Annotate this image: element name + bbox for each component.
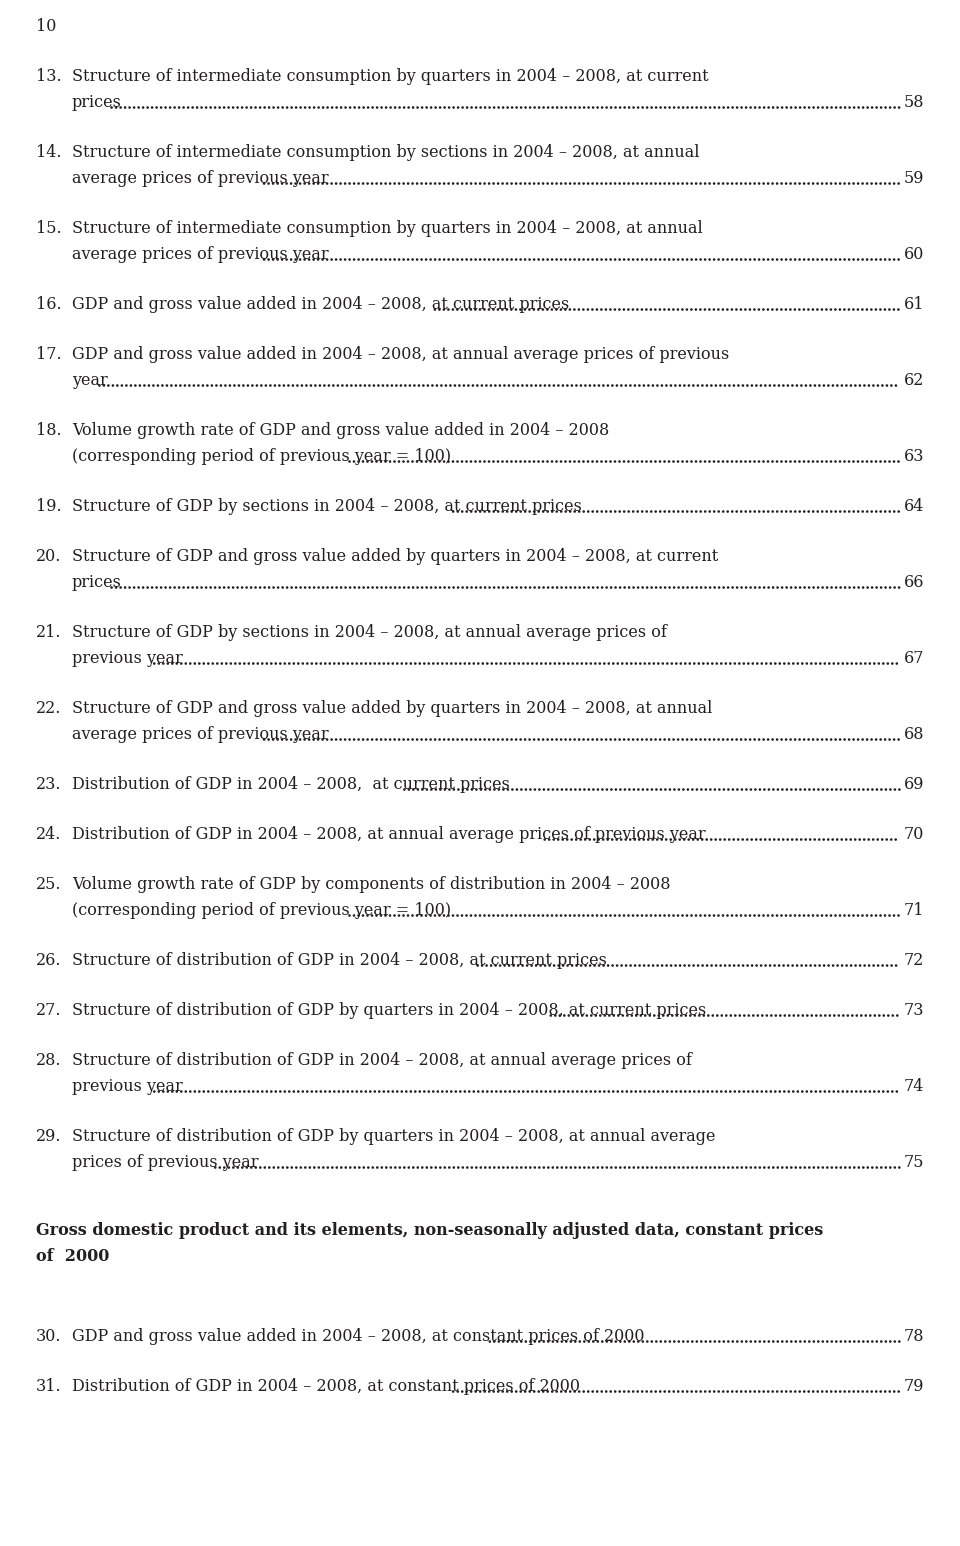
Text: 60: 60 (903, 246, 924, 263)
Text: Structure of distribution of GDP by quarters in 2004 – 2008, at annual average: Structure of distribution of GDP by quar… (72, 1129, 715, 1146)
Text: 24.: 24. (36, 826, 61, 843)
Text: previous year: previous year (72, 649, 182, 666)
Text: prices of previous year: prices of previous year (72, 1153, 258, 1170)
Text: Structure of GDP and gross value added by quarters in 2004 – 2008, at annual: Structure of GDP and gross value added b… (72, 700, 712, 717)
Text: Structure of distribution of GDP in 2004 – 2008, at current prices: Structure of distribution of GDP in 2004… (72, 952, 607, 969)
Text: 28.: 28. (36, 1051, 61, 1068)
Text: year: year (72, 373, 108, 390)
Text: Distribution of GDP in 2004 – 2008,  at current prices: Distribution of GDP in 2004 – 2008, at c… (72, 776, 510, 793)
Text: 23.: 23. (36, 776, 61, 793)
Text: 71: 71 (903, 901, 924, 918)
Text: 15.: 15. (36, 220, 61, 237)
Text: 68: 68 (903, 727, 924, 744)
Text: 74: 74 (903, 1078, 924, 1095)
Text: 22.: 22. (36, 700, 61, 717)
Text: average prices of previous year: average prices of previous year (72, 170, 328, 187)
Text: Structure of GDP by sections in 2004 – 2008, at current prices: Structure of GDP by sections in 2004 – 2… (72, 498, 582, 515)
Text: 20.: 20. (36, 547, 61, 564)
Text: GDP and gross value added in 2004 – 2008, at current prices: GDP and gross value added in 2004 – 2008… (72, 295, 569, 312)
Text: 69: 69 (903, 776, 924, 793)
Text: Structure of GDP by sections in 2004 – 2008, at annual average prices of: Structure of GDP by sections in 2004 – 2… (72, 625, 667, 642)
Text: 73: 73 (903, 1002, 924, 1019)
Text: 59: 59 (903, 170, 924, 187)
Text: Volume growth rate of GDP by components of distribution in 2004 – 2008: Volume growth rate of GDP by components … (72, 877, 670, 894)
Text: Structure of distribution of GDP by quarters in 2004 – 2008, at current prices: Structure of distribution of GDP by quar… (72, 1002, 707, 1019)
Text: 13.: 13. (36, 68, 61, 85)
Text: GDP and gross value added in 2004 – 2008, at annual average prices of previous: GDP and gross value added in 2004 – 2008… (72, 346, 730, 363)
Text: average prices of previous year: average prices of previous year (72, 727, 328, 744)
Text: of  2000: of 2000 (36, 1248, 109, 1265)
Text: 14.: 14. (36, 144, 61, 161)
Text: 26.: 26. (36, 952, 61, 969)
Text: 19.: 19. (36, 498, 61, 515)
Text: 18.: 18. (36, 422, 61, 439)
Text: 61: 61 (903, 295, 924, 312)
Text: GDP and gross value added in 2004 – 2008, at constant prices of 2000: GDP and gross value added in 2004 – 2008… (72, 1328, 644, 1345)
Text: 62: 62 (903, 373, 924, 390)
Text: 31.: 31. (36, 1377, 61, 1394)
Text: 27.: 27. (36, 1002, 61, 1019)
Text: 64: 64 (903, 498, 924, 515)
Text: Volume growth rate of GDP and gross value added in 2004 – 2008: Volume growth rate of GDP and gross valu… (72, 422, 610, 439)
Text: average prices of previous year: average prices of previous year (72, 246, 328, 263)
Text: previous year: previous year (72, 1078, 182, 1095)
Text: 75: 75 (903, 1153, 924, 1170)
Text: 25.: 25. (36, 877, 61, 894)
Text: 17.: 17. (36, 346, 61, 363)
Text: 10: 10 (36, 19, 57, 36)
Text: Gross domestic product and its elements, non-seasonally adjusted data, constant : Gross domestic product and its elements,… (36, 1221, 824, 1238)
Text: prices: prices (72, 574, 122, 591)
Text: Structure of intermediate consumption by sections in 2004 – 2008, at annual: Structure of intermediate consumption by… (72, 144, 700, 161)
Text: 66: 66 (903, 574, 924, 591)
Text: Distribution of GDP in 2004 – 2008, at annual average prices of previous year: Distribution of GDP in 2004 – 2008, at a… (72, 826, 706, 843)
Text: prices: prices (72, 94, 122, 111)
Text: 63: 63 (903, 448, 924, 465)
Text: Distribution of GDP in 2004 – 2008, at constant prices of 2000: Distribution of GDP in 2004 – 2008, at c… (72, 1377, 580, 1394)
Text: 79: 79 (903, 1377, 924, 1394)
Text: 30.: 30. (36, 1328, 61, 1345)
Text: 29.: 29. (36, 1129, 61, 1146)
Text: (corresponding period of previous year = 100): (corresponding period of previous year =… (72, 448, 451, 465)
Text: 21.: 21. (36, 625, 61, 642)
Text: (corresponding period of previous year = 100): (corresponding period of previous year =… (72, 901, 451, 918)
Text: 78: 78 (903, 1328, 924, 1345)
Text: Structure of intermediate consumption by quarters in 2004 – 2008, at current: Structure of intermediate consumption by… (72, 68, 708, 85)
Text: Structure of GDP and gross value added by quarters in 2004 – 2008, at current: Structure of GDP and gross value added b… (72, 547, 718, 564)
Text: Structure of intermediate consumption by quarters in 2004 – 2008, at annual: Structure of intermediate consumption by… (72, 220, 703, 237)
Text: 70: 70 (903, 826, 924, 843)
Text: 58: 58 (903, 94, 924, 111)
Text: Structure of distribution of GDP in 2004 – 2008, at annual average prices of: Structure of distribution of GDP in 2004… (72, 1051, 692, 1068)
Text: 72: 72 (903, 952, 924, 969)
Text: 67: 67 (903, 649, 924, 666)
Text: 16.: 16. (36, 295, 61, 312)
